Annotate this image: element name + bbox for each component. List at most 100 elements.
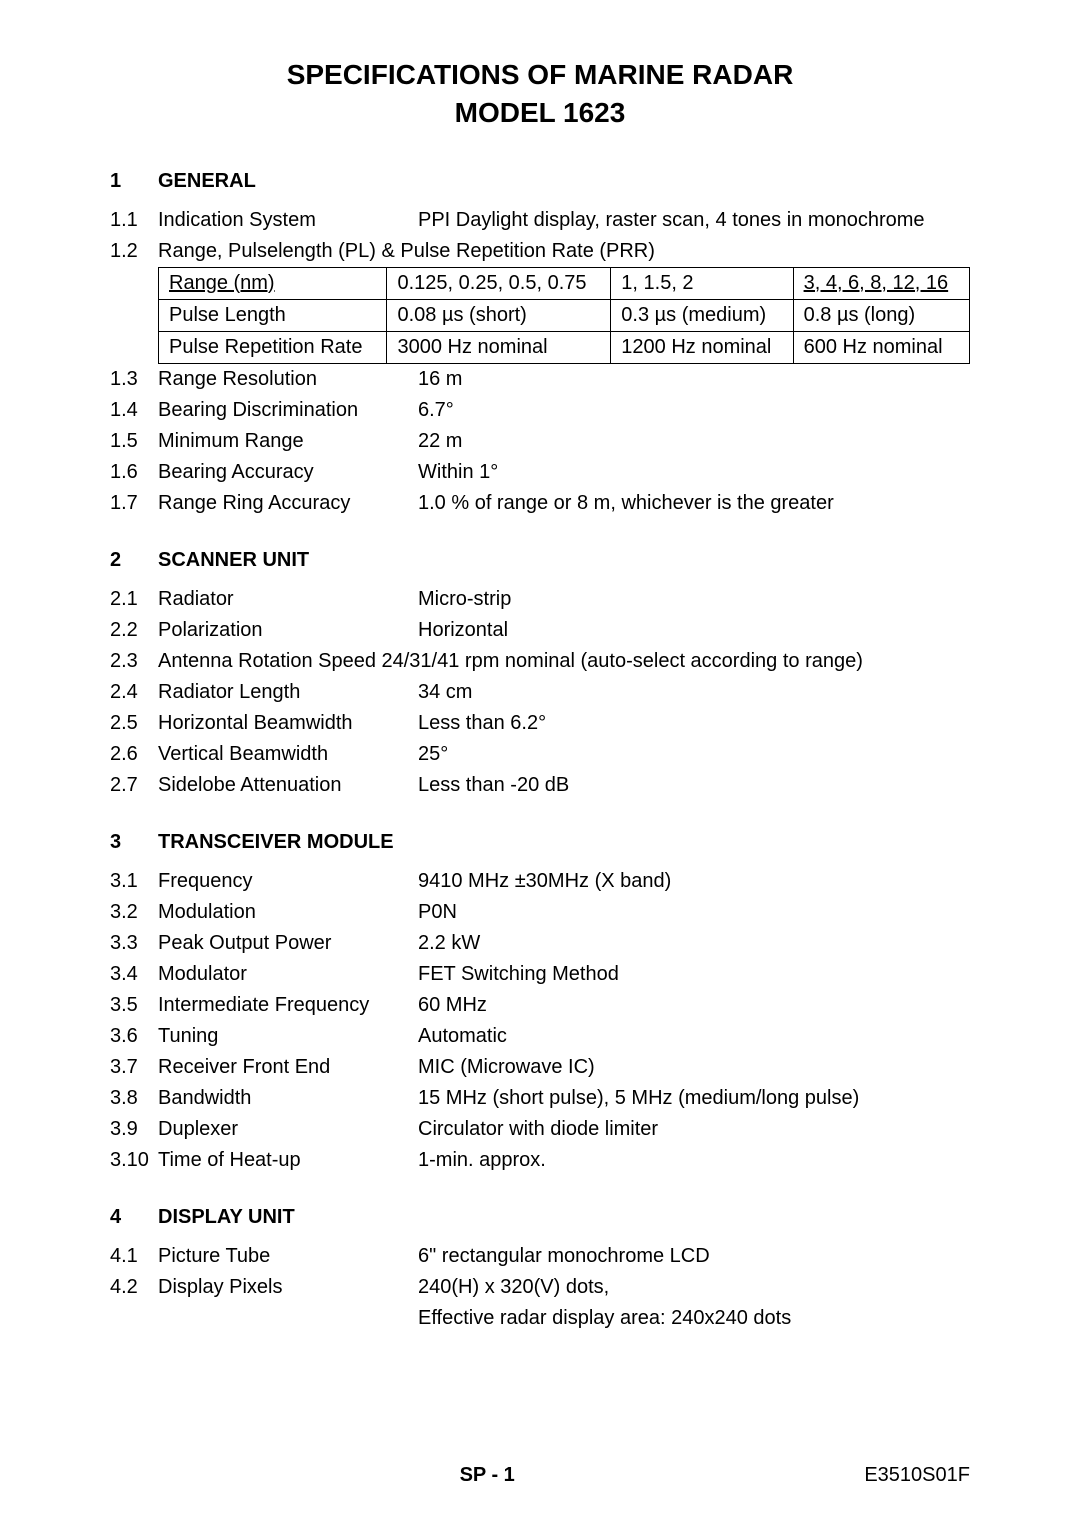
spec-value: FET Switching Method — [418, 959, 970, 990]
spec-label: Range Resolution — [158, 364, 418, 395]
spec-value: Micro-strip — [418, 584, 970, 615]
spec-value: P0N — [418, 897, 970, 928]
spec-value: 240(H) x 320(V) dots, — [418, 1272, 970, 1303]
spec-label: Peak Output Power — [158, 928, 418, 959]
table-cell: 0.125, 0.25, 0.5, 0.75 — [387, 267, 611, 299]
spec-label: Frequency — [158, 866, 418, 897]
spec-num: 2.3 — [110, 646, 158, 677]
spec-row: 2.3 Antenna Rotation Speed 24/31/41 rpm … — [110, 646, 970, 677]
spec-value: 60 MHz — [418, 990, 970, 1021]
spec-value: 22 m — [418, 426, 970, 457]
spec-row: 3.9 Duplexer Circulator with diode limit… — [110, 1114, 970, 1145]
spec-num: 2.1 — [110, 584, 158, 615]
spec-row: 1.6 Bearing Accuracy Within 1° — [110, 457, 970, 488]
spec-label: Modulator — [158, 959, 418, 990]
spec-row: 1.5 Minimum Range 22 m — [110, 426, 970, 457]
spec-num: 4.2 — [110, 1272, 158, 1303]
spec-num: 1.3 — [110, 364, 158, 395]
spec-row: 1.3 Range Resolution 16 m — [110, 364, 970, 395]
table-cell: 0.3 µs (medium) — [611, 299, 793, 331]
table-cell: Range (nm) — [159, 267, 387, 299]
spec-value-continuation: Effective radar display area: 240x240 do… — [418, 1303, 970, 1334]
spec-value: 34 cm — [418, 677, 970, 708]
spec-row: 3.5 Intermediate Frequency 60 MHz — [110, 990, 970, 1021]
spec-num: 1.6 — [110, 457, 158, 488]
spec-value: 6.7° — [418, 395, 970, 426]
spec-label: Bearing Accuracy — [158, 457, 418, 488]
spec-num: 2.4 — [110, 677, 158, 708]
page-number: SP - 1 — [460, 1464, 515, 1487]
table-cell: 600 Hz nominal — [793, 331, 969, 363]
spec-label: Tuning — [158, 1021, 418, 1052]
title-line-1: SPECIFICATIONS OF MARINE RADAR — [287, 59, 794, 90]
table-row: Pulse Repetition Rate 3000 Hz nominal 12… — [159, 331, 970, 363]
spec-value: Within 1° — [418, 457, 970, 488]
spec-num: 4.1 — [110, 1241, 158, 1272]
spec-num: 3.4 — [110, 959, 158, 990]
spec-value: 9410 MHz ±30MHz (X band) — [418, 866, 970, 897]
section-title: GENERAL — [158, 166, 256, 197]
spec-row: 3.4 Modulator FET Switching Method — [110, 959, 970, 990]
spec-value: Circulator with diode limiter — [418, 1114, 970, 1145]
spec-value: 25° — [418, 739, 970, 770]
spec-label: Intermediate Frequency — [158, 990, 418, 1021]
spec-label: Bandwidth — [158, 1083, 418, 1114]
page-title: SPECIFICATIONS OF MARINE RADAR MODEL 162… — [110, 56, 970, 132]
spec-label: Duplexer — [158, 1114, 418, 1145]
spec-num: 3.6 — [110, 1021, 158, 1052]
spec-num: 2.5 — [110, 708, 158, 739]
table-row: Range (nm) 0.125, 0.25, 0.5, 0.75 1, 1.5… — [159, 267, 970, 299]
spec-label: Horizontal Beamwidth — [158, 708, 418, 739]
spec-num: 1.5 — [110, 426, 158, 457]
spec-label: Modulation — [158, 897, 418, 928]
spec-num: 3.9 — [110, 1114, 158, 1145]
title-line-2: MODEL 1623 — [455, 97, 626, 128]
spec-row: 3.6 Tuning Automatic — [110, 1021, 970, 1052]
spec-row: 3.10 Time of Heat-up 1-min. approx. — [110, 1145, 970, 1176]
spec-label: Minimum Range — [158, 426, 418, 457]
spec-row: 4.1 Picture Tube 6" rectangular monochro… — [110, 1241, 970, 1272]
spec-row: 2.7 Sidelobe Attenuation Less than -20 d… — [110, 770, 970, 801]
spec-num: 3.2 — [110, 897, 158, 928]
spec-value: 2.2 kW — [418, 928, 970, 959]
table-cell: 0.8 µs (long) — [793, 299, 969, 331]
spec-label: Range Ring Accuracy — [158, 488, 418, 519]
spec-label: Indication System — [158, 205, 418, 236]
spec-value: 1-min. approx. — [418, 1145, 970, 1176]
spec-label: Picture Tube — [158, 1241, 418, 1272]
spec-num: 3.10 — [110, 1145, 158, 1176]
spec-num: 3.8 — [110, 1083, 158, 1114]
table-cell: 3, 4, 6, 8, 12, 16 — [793, 267, 969, 299]
spec-row: 2.2 Polarization Horizontal — [110, 615, 970, 646]
spec-row: 2.5 Horizontal Beamwidth Less than 6.2° — [110, 708, 970, 739]
spec-num: 3.7 — [110, 1052, 158, 1083]
section-num: 2 — [110, 545, 158, 576]
spec-value: MIC (Microwave IC) — [418, 1052, 970, 1083]
spec-value: Automatic — [418, 1021, 970, 1052]
spec-value: 15 MHz (short pulse), 5 MHz (medium/long… — [418, 1083, 970, 1114]
spec-num: 3.5 — [110, 990, 158, 1021]
spec-row: 3.2 Modulation P0N — [110, 897, 970, 928]
spec-value: 6" rectangular monochrome LCD — [418, 1241, 970, 1272]
spec-row: 1.1 Indication System PPI Daylight displ… — [110, 205, 970, 236]
spec-row: 3.7 Receiver Front End MIC (Microwave IC… — [110, 1052, 970, 1083]
doc-code: E3510S01F — [864, 1464, 970, 1487]
section-head-display: 4 DISPLAY UNIT — [110, 1202, 970, 1233]
spec-value: Less than -20 dB — [418, 770, 970, 801]
section-title: SCANNER UNIT — [158, 545, 309, 576]
spec-label: Time of Heat-up — [158, 1145, 418, 1176]
spec-label: Range, Pulselength (PL) & Pulse Repetiti… — [158, 236, 970, 267]
spec-num: 2.2 — [110, 615, 158, 646]
spec-num: 2.7 — [110, 770, 158, 801]
spec-label: Antenna Rotation Speed 24/31/41 rpm nomi… — [158, 646, 970, 677]
spec-row: 3.8 Bandwidth 15 MHz (short pulse), 5 MH… — [110, 1083, 970, 1114]
section-num: 3 — [110, 827, 158, 858]
spec-value: Horizontal — [418, 615, 970, 646]
spec-row: 1.4 Bearing Discrimination 6.7° — [110, 395, 970, 426]
page-footer: SP - 1 E3510S01F — [0, 1464, 1080, 1487]
spec-value: Less than 6.2° — [418, 708, 970, 739]
spec-num: 1.1 — [110, 205, 158, 236]
spec-value: PPI Daylight display, raster scan, 4 ton… — [418, 205, 970, 236]
spec-label: Receiver Front End — [158, 1052, 418, 1083]
spec-label: Radiator — [158, 584, 418, 615]
